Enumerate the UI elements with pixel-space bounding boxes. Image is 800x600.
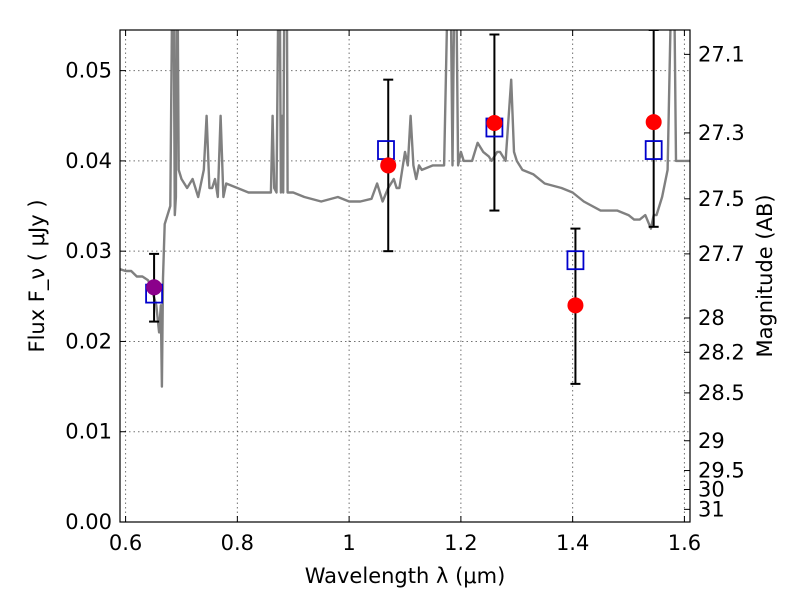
x-tick-label: 0.6 xyxy=(109,531,142,555)
data-markers xyxy=(145,114,663,314)
model-square-marker xyxy=(644,140,663,160)
right-tick-label: 28.2 xyxy=(698,340,745,364)
grid-lines xyxy=(120,30,690,523)
y-tick-label: 0.03 xyxy=(65,239,112,263)
spectrum-line xyxy=(120,30,690,388)
model-square-marker xyxy=(566,250,585,271)
observed-point-marker xyxy=(486,114,503,131)
x-tick-label: 0.8 xyxy=(221,531,254,555)
x-tick-label: 1 xyxy=(342,531,355,555)
y-tick-label: 0.00 xyxy=(65,510,112,534)
right-axis-label: Magnitude (AB) xyxy=(753,194,777,357)
right-tick-label: 29.5 xyxy=(698,459,745,483)
right-tick-label: 30 xyxy=(698,478,725,502)
right-tick-label: 31 xyxy=(698,497,725,521)
right-tick-label: 28.5 xyxy=(698,381,745,405)
x-tick-label: 1.6 xyxy=(668,531,701,555)
x-tick-label: 1.4 xyxy=(556,531,589,555)
right-tick-label: 27.1 xyxy=(698,42,745,66)
right-tick-label: 29 xyxy=(698,429,725,453)
x-axis-label: Wavelength λ (μm) xyxy=(305,564,506,588)
template-spectrum xyxy=(120,30,690,388)
y-tick-label: 0.05 xyxy=(65,59,112,83)
right-tick-label: 27.7 xyxy=(698,242,745,266)
right-tick-label: 28 xyxy=(698,306,725,330)
plot-frame xyxy=(119,29,691,523)
x-tick-label: 1.2 xyxy=(444,531,477,555)
right-tick-label: 27.5 xyxy=(698,187,745,211)
model-square-marker xyxy=(377,140,395,160)
y-axis-label: Flux F_ν ( μJy ) xyxy=(25,199,50,352)
observed-point-marker xyxy=(380,157,397,174)
observed-point-marker xyxy=(645,114,662,131)
observed-point-marker xyxy=(567,297,584,314)
right-tick-label: 27.3 xyxy=(698,121,745,145)
observed-point-marker xyxy=(146,279,163,296)
error-bars xyxy=(149,30,659,385)
y-tick-label: 0.04 xyxy=(65,149,112,173)
y-tick-label: 0.01 xyxy=(65,420,112,444)
y-tick-label: 0.02 xyxy=(65,329,112,353)
axis-ticks: 0.6 0.8 1 1.2 1.4 1.6 0.00 0.01 0.02 0.03 0.04 0.05… xyxy=(65,30,745,555)
